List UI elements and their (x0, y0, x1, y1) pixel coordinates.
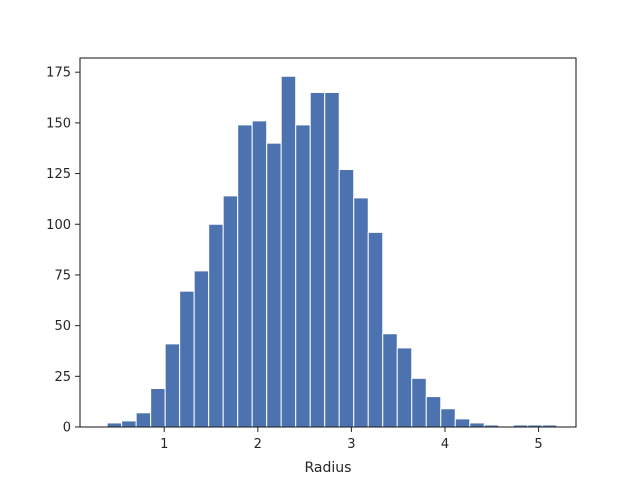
y-tick-label: 175 (46, 66, 71, 81)
histogram-bar (309, 91, 326, 428)
x-tick-label: 4 (441, 437, 449, 452)
histogram-bar (193, 270, 210, 428)
histogram-bar (382, 333, 398, 428)
x-tick-label: 2 (254, 437, 262, 452)
histogram-bar (295, 124, 311, 428)
histogram-bar (222, 195, 239, 428)
histogram-bar (280, 75, 297, 428)
y-tick-label: 50 (54, 319, 71, 334)
y-axis-ticks: 0 25 50 75 100 125 150 175 (46, 66, 80, 436)
histogram-bar (208, 223, 224, 428)
histogram-bar (150, 387, 166, 428)
x-axis-label: Radius (305, 460, 352, 476)
x-tick-label: 1 (160, 437, 168, 452)
histogram-bar (338, 169, 355, 428)
x-tick-label: 5 (534, 437, 542, 452)
histogram-bar (367, 231, 384, 428)
y-tick-label: 150 (46, 116, 71, 131)
histogram-bar (135, 412, 152, 428)
histogram-bar (324, 91, 340, 428)
histogram-bar (106, 422, 123, 428)
histogram-bar (454, 418, 471, 428)
y-tick-label: 25 (54, 370, 71, 385)
histogram-bar (440, 408, 456, 428)
histogram-bar (237, 124, 253, 428)
histogram-bar (121, 420, 137, 428)
plot-frame (79, 57, 577, 428)
y-tick-label: 75 (54, 268, 71, 283)
histogram-bar (411, 377, 427, 428)
histogram-bar (164, 343, 181, 428)
x-axis-ticks: 1 2 3 4 5 (160, 427, 543, 452)
histogram-bar (179, 290, 195, 428)
histogram-bar (469, 422, 485, 428)
y-tick-label: 125 (46, 167, 71, 182)
bars-group (106, 75, 558, 428)
x-tick-label: 3 (347, 437, 355, 452)
histogram-bar (396, 347, 413, 428)
histogram-bar (425, 396, 442, 428)
y-tick-label: 0 (63, 421, 71, 436)
histogram-bar (251, 120, 268, 428)
y-tick-label: 100 (46, 218, 71, 233)
histogram-bar (266, 142, 282, 428)
histogram-bar (353, 197, 369, 428)
